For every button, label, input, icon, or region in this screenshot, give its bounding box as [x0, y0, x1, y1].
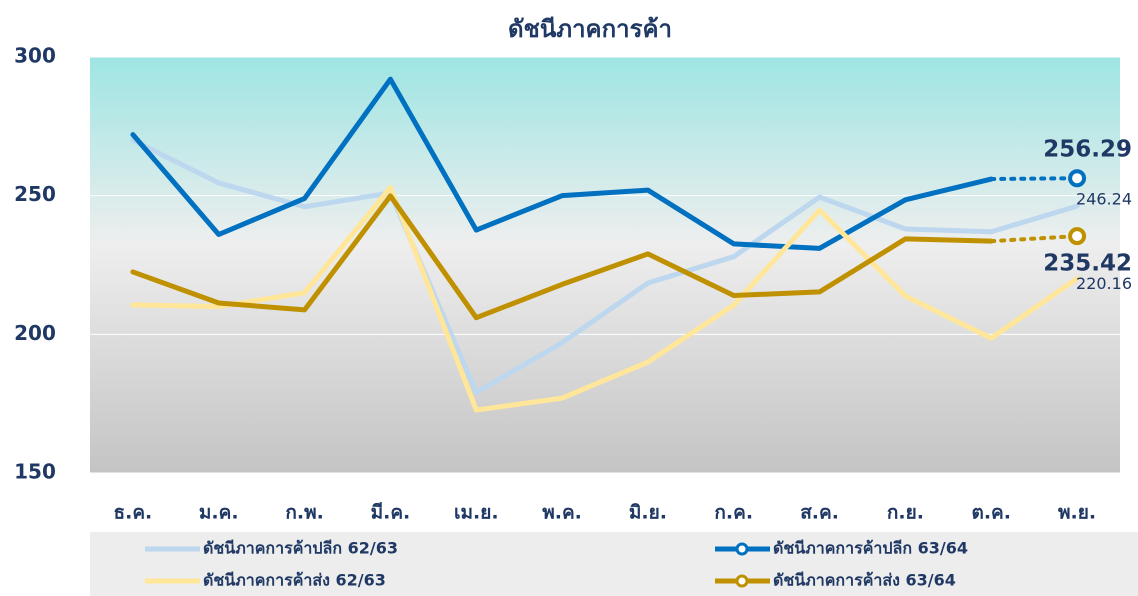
x-tick-label: ก.ค.: [714, 502, 753, 524]
x-tick-label: เม.ย.: [454, 502, 499, 524]
legend-marker: [735, 542, 749, 556]
x-tick-label: ธ.ค.: [114, 502, 153, 524]
y-tick-label: 250: [14, 182, 56, 206]
value-label: 246.24: [1076, 190, 1132, 209]
x-tick-label: ม.ค.: [199, 502, 239, 524]
value-label: 256.29: [1043, 137, 1132, 163]
x-tick-label: มี.ค.: [371, 502, 411, 524]
value-label: 235.42: [1043, 251, 1132, 277]
point-marker: [1068, 169, 1087, 188]
x-tick-label: ต.ค.: [972, 502, 1011, 524]
value-label: 220.16: [1076, 274, 1132, 293]
legend-label: ดัชนีภาคการค้าส่ง 62/63: [203, 571, 386, 590]
legend-marker: [735, 574, 749, 588]
series-line: [130, 193, 994, 321]
x-tick-label: ส.ค.: [800, 502, 839, 524]
plot-area: [90, 57, 1120, 473]
x-tick-label: ก.ย.: [887, 502, 924, 524]
legend-area: [90, 532, 1138, 596]
series-line: [130, 184, 1080, 413]
legend-label: ดัชนีภาคการค้าปลีก 63/64: [773, 539, 968, 558]
legend-label: ดัชนีภาคการค้าส่ง 63/64: [773, 571, 956, 590]
x-tick-label: มิ.ย.: [629, 502, 667, 524]
y-tick-label: 300: [14, 44, 56, 68]
point-marker: [1068, 227, 1087, 246]
legend-label: ดัชนีภาคการค้าปลีก 62/63: [203, 539, 398, 558]
y-tick-label: 200: [14, 321, 56, 345]
x-tick-label: ก.พ.: [285, 502, 323, 524]
chart-title: ดัชนีภาคการค้า: [508, 15, 672, 43]
y-tick-label: 150: [14, 460, 56, 484]
x-tick-label: พ.ย.: [1058, 502, 1096, 524]
projection-line: [989, 234, 1080, 244]
series-line: [130, 76, 994, 251]
projection-line: [989, 176, 1080, 182]
x-tick-label: พ.ค.: [542, 502, 582, 524]
